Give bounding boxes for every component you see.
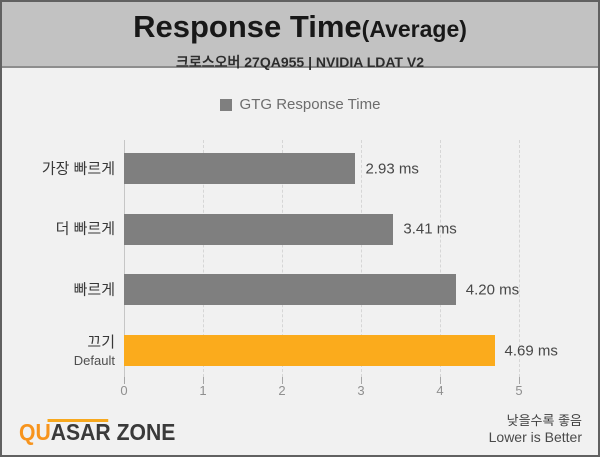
category-label-main-0: 가장 빠르게 bbox=[41, 160, 115, 177]
gridline-x-0 bbox=[124, 140, 125, 377]
category-label-2: 빠르게 bbox=[2, 280, 115, 299]
x-axis-tick-1 bbox=[203, 377, 204, 384]
category-label-1: 더 빠르게 bbox=[2, 220, 115, 239]
brand-logo-accent-bar bbox=[47, 419, 109, 422]
footer-note-english: Lower is Better bbox=[488, 429, 582, 445]
bar-value-label-1: 3.41 ms bbox=[403, 220, 457, 238]
footer-note: 낮을수록 좋음 Lower is Better bbox=[489, 412, 582, 446]
gridline-x-3 bbox=[361, 140, 362, 377]
bar-value-label-3: 4.69 ms bbox=[504, 342, 558, 359]
x-axis-tick-label-1: 1 bbox=[199, 383, 207, 398]
x-axis-tick-label-2: 2 bbox=[278, 383, 286, 398]
legend: GTG Response Time bbox=[2, 96, 598, 113]
gridline-x-1 bbox=[203, 140, 204, 377]
page-title: Response Time(Average) bbox=[2, 9, 598, 51]
x-axis-tick-5 bbox=[519, 377, 520, 384]
category-label-main-2: 빠르게 bbox=[73, 281, 115, 299]
x-axis-tick-0 bbox=[124, 377, 125, 384]
brand-logo-text-primary: QU bbox=[19, 419, 51, 445]
bar-0 bbox=[124, 153, 356, 184]
title-suffix: (Average) bbox=[361, 16, 467, 42]
legend-label: GTG Response Time bbox=[239, 96, 381, 113]
category-label-0: 가장 빠르게 bbox=[2, 159, 115, 178]
bar-3 bbox=[124, 335, 495, 366]
title-main: Response Time bbox=[133, 9, 362, 44]
gridline-x-2 bbox=[282, 140, 283, 377]
category-sublabel-3: Default bbox=[73, 352, 115, 368]
bar-2 bbox=[124, 274, 456, 306]
x-axis-tick-2 bbox=[282, 377, 283, 384]
x-axis-tick-label-5: 5 bbox=[515, 383, 523, 398]
x-axis-tick-4 bbox=[440, 377, 441, 384]
subtitle: 크로스오버 27QA955 | NVIDIA LDAT V2 bbox=[175, 54, 425, 70]
header: Response Time(Average) 크로스오버 27QA955 | N… bbox=[2, 2, 598, 70]
category-label-3: 끄기 Default bbox=[2, 333, 115, 369]
x-axis-tick-label-4: 4 bbox=[436, 383, 444, 398]
category-label-main-3: 끄기 bbox=[87, 333, 115, 351]
brand-logo-text-secondary: ASAR ZONE bbox=[50, 419, 176, 445]
x-axis-tick-3 bbox=[361, 377, 362, 384]
category-label-main-1: 더 빠르게 bbox=[55, 220, 115, 238]
brand-logo: QUASAR ZONE bbox=[19, 419, 189, 445]
x-axis-tick-label-3: 3 bbox=[357, 383, 365, 398]
gridline-x-5 bbox=[519, 140, 520, 377]
footer-note-korean: 낮을수록 좋음 bbox=[506, 413, 582, 428]
gridline-x-4 bbox=[440, 140, 441, 377]
bar-1 bbox=[124, 213, 394, 245]
plot-area: 0 1 2 3 4 5 2.93 ms 3.41 ms 4.20 ms 4.69 ms bbox=[120, 140, 558, 398]
x-axis-tick-label-0: 0 bbox=[120, 383, 128, 398]
bar-value-label-2: 4.20 ms bbox=[465, 281, 520, 299]
legend-swatch bbox=[219, 98, 232, 111]
bar-value-label-0: 2.93 ms bbox=[365, 160, 419, 177]
